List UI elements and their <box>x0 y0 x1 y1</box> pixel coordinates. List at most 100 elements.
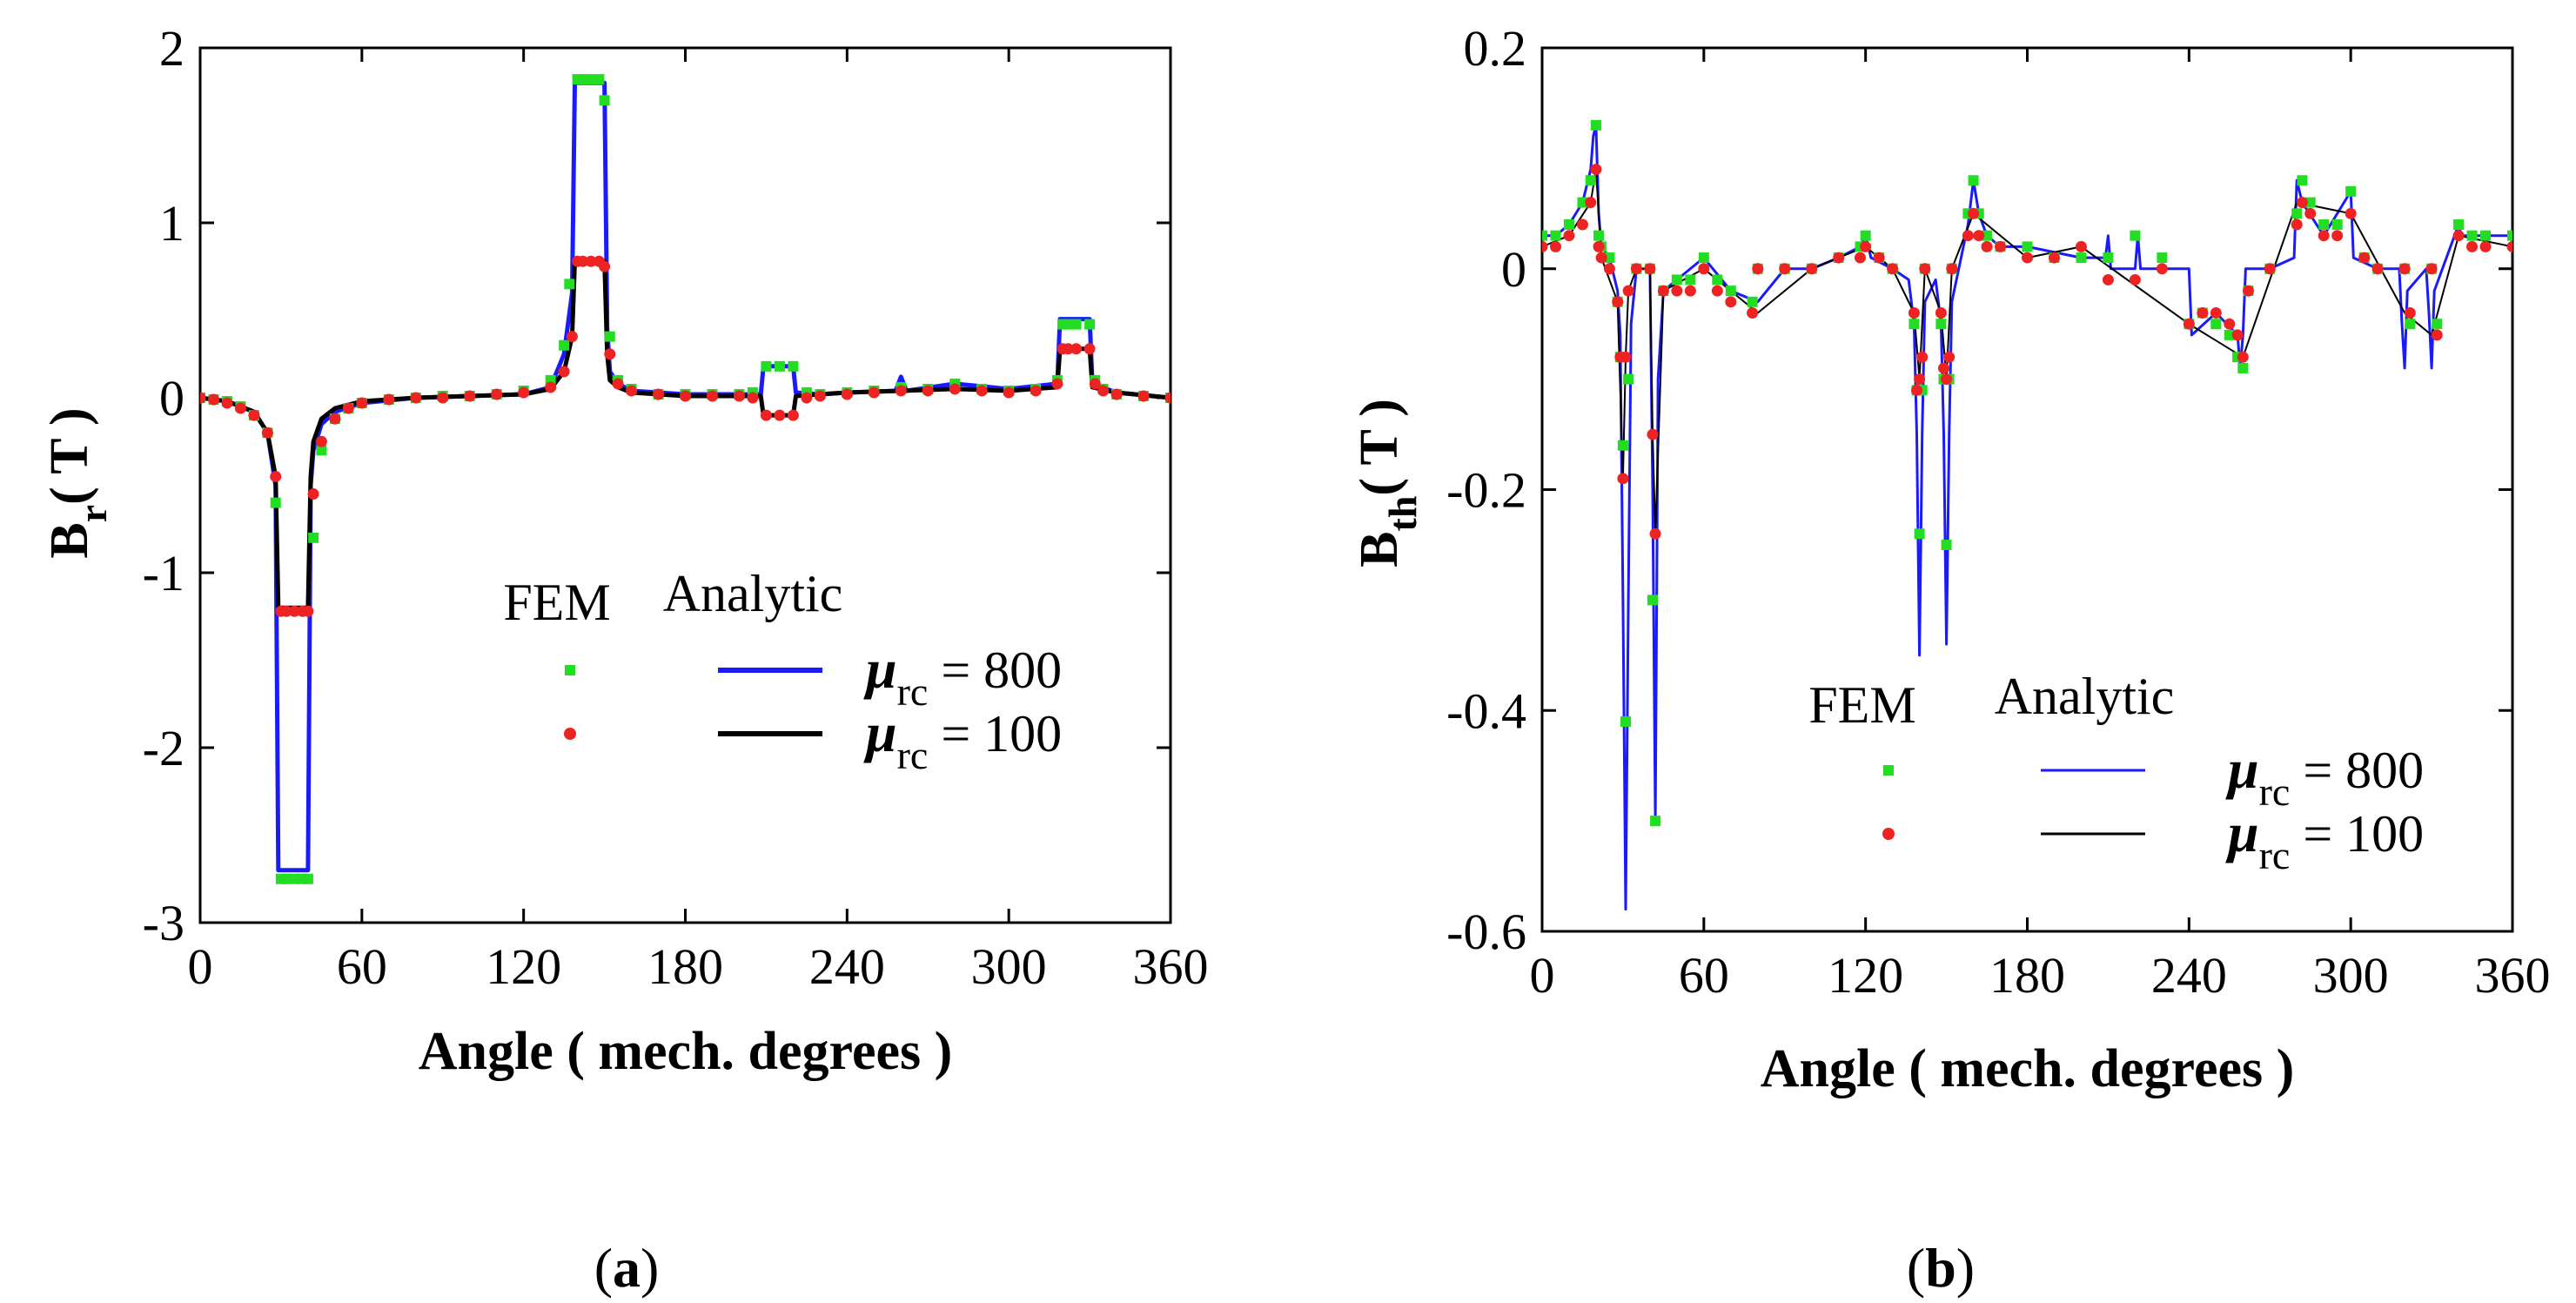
data-point-fem-100 <box>491 388 503 400</box>
data-point-fem-100 <box>1941 373 1953 386</box>
data-point-fem-100 <box>733 390 745 402</box>
legend-mu-subscript: rc <box>897 669 929 714</box>
data-point-fem-100 <box>1549 240 1561 252</box>
data-point-fem-800 <box>604 331 615 342</box>
y-tick-label: 1 <box>159 195 184 252</box>
chart-panel-a: 0 60 120 180 240 300 360 2 1 0 -1 -2 -3 Angle ( mech.… <box>40 20 1209 1299</box>
y-tick-label: 0 <box>159 370 184 426</box>
legend-header-analytic: Analytic <box>663 565 843 622</box>
data-point-fem-100 <box>1779 263 1791 275</box>
legend-mu-symbol: μ <box>863 638 897 700</box>
data-point-fem-100 <box>1644 263 1656 275</box>
data-point-fem-100 <box>2425 263 2438 275</box>
data-point-fem-100 <box>1585 197 1597 209</box>
data-point-fem-100 <box>1563 230 1575 242</box>
data-point-fem-100 <box>1542 240 1548 252</box>
data-point-fem-800 <box>1698 252 1709 264</box>
data-point-fem-800 <box>1650 816 1661 827</box>
data-point-fem-100 <box>747 392 759 404</box>
data-point-fem-100 <box>2331 230 2344 242</box>
data-point-fem-100 <box>261 426 273 439</box>
data-point-fem-800 <box>2480 230 2492 241</box>
legend-entry-label: μrc = 800 <box>2225 738 2424 814</box>
data-point-fem-100 <box>437 392 449 404</box>
legend-header-fem: FEM <box>503 574 610 631</box>
data-point-fem-800 <box>316 445 327 456</box>
x-tick-label: 0 <box>188 938 213 995</box>
data-point-fem-800 <box>1935 319 1947 330</box>
data-point-fem-100 <box>2237 351 2249 363</box>
data-point-fem-100 <box>2210 307 2222 319</box>
data-point-fem-100 <box>1003 386 1015 399</box>
data-point-fem-800 <box>2291 208 2303 219</box>
data-point-fem-100 <box>1089 378 1101 390</box>
data-point-fem-100 <box>2404 307 2416 319</box>
data-point-fem-800 <box>2130 230 2141 241</box>
data-point-fem-100 <box>2048 252 2060 264</box>
series-line-3 <box>1542 168 2512 535</box>
data-point-fem-100 <box>1657 285 1669 297</box>
data-point-fem-100 <box>1887 263 1899 275</box>
legend-marker-square <box>1883 765 1894 776</box>
data-point-fem-100 <box>2224 318 2236 330</box>
data-point-fem-800 <box>1550 230 1561 241</box>
data-point-fem-100 <box>302 605 314 617</box>
series-line-3 <box>200 259 1171 610</box>
data-point-fem-100 <box>2242 285 2254 297</box>
x-tick-label: 360 <box>2475 947 2551 1004</box>
data-point-fem-100 <box>2318 230 2330 242</box>
data-point-fem-100 <box>680 390 691 402</box>
data-point-fem-100 <box>518 386 530 399</box>
data-point-fem-100 <box>1590 164 1602 176</box>
data-point-fem-100 <box>653 388 665 400</box>
x-tick-label: 180 <box>1989 947 2065 1004</box>
x-tick-label: 120 <box>1828 947 1903 1004</box>
data-point-fem-100 <box>307 488 319 500</box>
legend-entry-label: μrc = 800 <box>863 638 1062 714</box>
data-point-fem-100 <box>200 392 206 404</box>
data-point-fem-100 <box>1684 285 1696 297</box>
x-axis-label: Angle ( mech. degrees ) <box>1761 1039 2295 1098</box>
y-tick-label: -2 <box>143 720 184 776</box>
data-point-fem-100 <box>410 392 422 404</box>
y-tick-label: 2 <box>159 20 184 77</box>
data-point-fem-100 <box>1935 307 1947 319</box>
data-point-fem-100 <box>1649 527 1661 540</box>
data-point-fem-100 <box>270 470 282 482</box>
data-point-fem-100 <box>868 386 880 399</box>
data-point-fem-800 <box>1712 274 1723 285</box>
data-point-fem-100 <box>1995 240 2007 252</box>
x-tick-label: 0 <box>1530 947 1555 1004</box>
data-point-fem-800 <box>1909 319 1920 330</box>
data-point-fem-800 <box>1593 230 1605 241</box>
data-point-fem-800 <box>2405 319 2416 330</box>
data-point-fem-800 <box>2076 252 2087 264</box>
data-point-fem-100 <box>1164 392 1171 404</box>
data-point-fem-100 <box>1914 373 1926 386</box>
data-point-fem-800 <box>289 873 300 884</box>
data-point-fem-100 <box>1943 351 1955 363</box>
legend-mu-subscript: rc <box>897 733 929 777</box>
data-point-fem-100 <box>1603 263 1615 275</box>
data-point-fem-800 <box>2453 219 2465 230</box>
data-point-fem-800 <box>761 360 772 372</box>
data-point-fem-800 <box>1604 252 1615 264</box>
legend-header-fem: FEM <box>1808 676 1915 734</box>
data-point-fem-100 <box>2129 273 2141 285</box>
data-point-fem-100 <box>1630 263 1642 275</box>
data-point-fem-100 <box>949 383 961 395</box>
data-point-fem-100 <box>2022 252 2033 264</box>
data-point-fem-800 <box>302 873 313 884</box>
data-point-fem-800 <box>2345 185 2357 197</box>
data-point-fem-100 <box>922 385 934 397</box>
legend-mu-symbol: μ <box>2225 738 2259 800</box>
data-point-fem-100 <box>1617 473 1629 485</box>
y-tick-label: 0 <box>1501 241 1526 298</box>
data-point-fem-800 <box>1725 285 1736 297</box>
data-point-fem-100 <box>2452 230 2465 242</box>
data-point-fem-100 <box>1752 263 1764 275</box>
data-point-fem-100 <box>1062 343 1074 355</box>
data-point-fem-800 <box>788 360 799 372</box>
